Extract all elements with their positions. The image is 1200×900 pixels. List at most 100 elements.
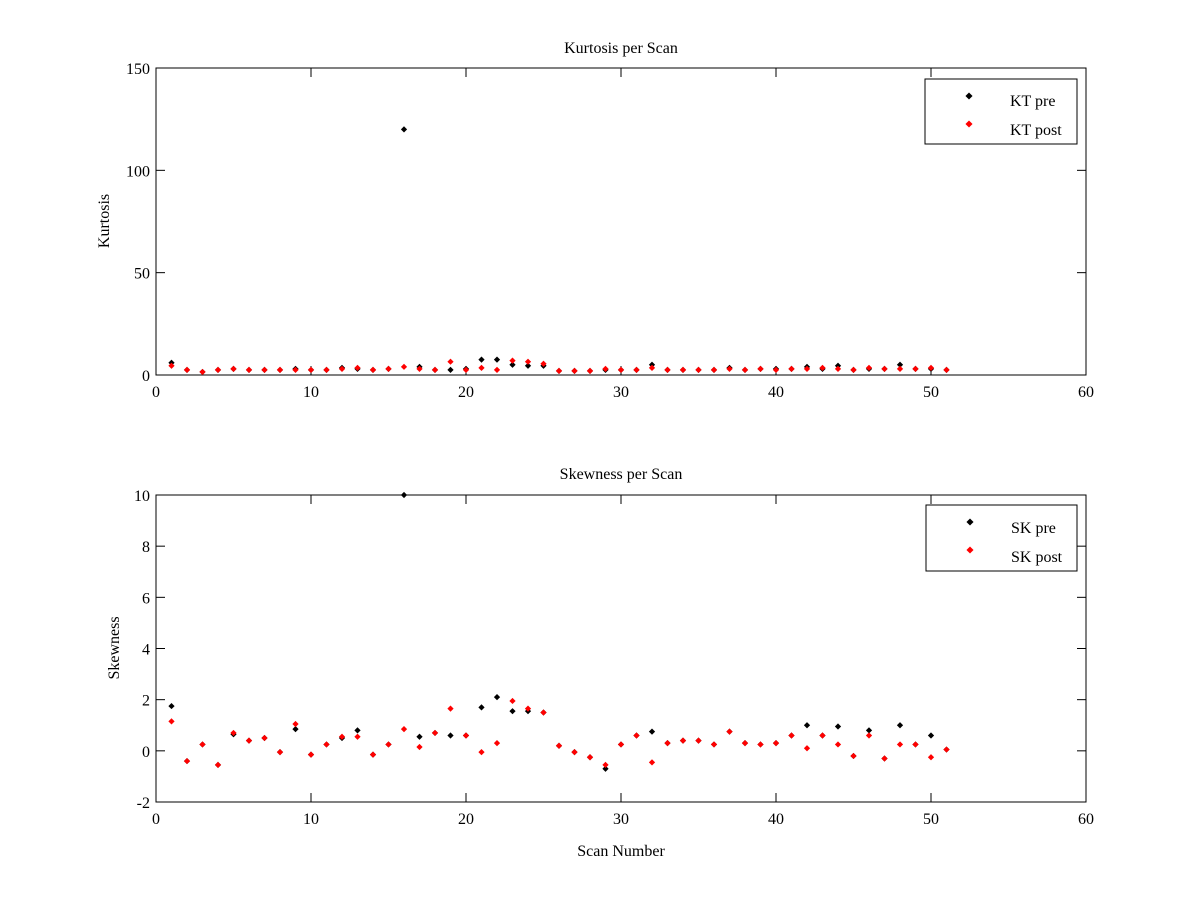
kurtosis-x-tick-label: 60 [1078, 384, 1094, 401]
kurtosis-point-post [385, 365, 392, 372]
kurtosis-plot: Kurtosis per Scan Kurtosis 0 10 20 30 40 50 60… [96, 40, 1094, 401]
kurtosis-x-tick-label: 20 [458, 384, 474, 401]
skewness-point-post [245, 737, 253, 744]
skewness-point-post [881, 755, 888, 762]
kurtosis-title: Kurtosis per Scan [564, 40, 678, 57]
kurtosis-point-post [261, 366, 268, 373]
kurtosis-legend-marker-post [965, 120, 973, 128]
skewness-y-tick-label: 2 [142, 693, 150, 710]
skewness-point-post [896, 741, 904, 748]
skewness-x-tick-label: 0 [152, 811, 160, 828]
skewness-point-post [648, 759, 656, 766]
skewness-legend-marker-post [966, 546, 974, 554]
kurtosis-x-tick-label: 10 [303, 384, 319, 401]
skewness-point-post [261, 734, 268, 742]
skewness-point-post [447, 705, 454, 712]
skewness-y-tick-label: 0 [142, 744, 150, 761]
kurtosis-point-post [292, 366, 299, 373]
skewness-point-post [323, 741, 330, 748]
skewness-y-tick-label: 10 [134, 488, 150, 505]
kurtosis-point-post [912, 365, 919, 372]
kurtosis-point-post [493, 366, 501, 373]
kurtosis-point-post [896, 365, 904, 372]
kurtosis-point-pre [896, 361, 904, 368]
skewness-point-post [803, 745, 811, 752]
kurtosis-point-post [338, 365, 346, 372]
skewness-legend-marker-pre [966, 518, 974, 526]
skewness-point-pre [602, 765, 609, 772]
kurtosis-y-tick-label: 50 [134, 266, 150, 283]
kurtosis-point-post [462, 366, 470, 373]
kurtosis-x-tick-label: 0 [152, 384, 160, 401]
skewness-point-pre [865, 727, 873, 734]
skewness-point-post [540, 709, 547, 716]
kurtosis-x-tick-label: 30 [613, 384, 629, 401]
kurtosis-point-pre [509, 361, 516, 368]
kurtosis-legend-label-pre: KT pre [1010, 93, 1055, 110]
skewness-point-post [493, 740, 501, 747]
skewness-point-post [555, 742, 563, 749]
skewness-y-label: Skewness [106, 616, 123, 679]
kurtosis-point-post [726, 365, 733, 372]
skewness-point-pre [927, 732, 935, 739]
skewness-point-post [478, 749, 485, 756]
kurtosis-x-tick-label: 40 [768, 384, 784, 401]
skewness-point-post [462, 732, 470, 739]
skewness-point-post [943, 746, 950, 753]
kurtosis-point-post [369, 366, 377, 373]
skewness-x-tick-label: 10 [303, 811, 319, 828]
kurtosis-point-post [354, 364, 361, 371]
kurtosis-point-post [788, 365, 795, 372]
kurtosis-y-label: Kurtosis [96, 194, 113, 248]
kurtosis-point-pre [447, 366, 454, 373]
skewness-point-post [524, 705, 532, 712]
kurtosis-legend-box [924, 78, 1078, 145]
skewness-point-pre [896, 722, 904, 729]
skewness-point-post [431, 729, 439, 737]
kurtosis-point-pre [478, 356, 485, 363]
skewness-point-post [726, 728, 733, 735]
skewness-x-tick-label: 40 [768, 811, 784, 828]
skewness-y-tick-label: 8 [142, 539, 150, 556]
skewness-point-pre [648, 728, 656, 735]
kurtosis-point-post [323, 366, 330, 373]
skewness-point-post [369, 751, 377, 758]
kurtosis-point-post [757, 365, 764, 372]
skewness-point-post [695, 737, 702, 744]
kurtosis-point-pre [493, 356, 501, 363]
skewness-point-pre [478, 704, 485, 711]
kurtosis-point-post [524, 358, 532, 365]
skewness-y-tick-label: -2 [137, 795, 150, 812]
kurtosis-point-post [431, 366, 439, 373]
kurtosis-y-tick-label: 150 [126, 61, 150, 78]
skewness-point-post [834, 741, 842, 748]
kurtosis-point-post [400, 363, 408, 370]
skewness-point-post [912, 741, 919, 748]
kurtosis-legend: KT pre KT post [924, 78, 1078, 145]
skewness-point-post [741, 740, 749, 747]
skewness-point-post [679, 737, 687, 744]
kurtosis-point-post [881, 365, 888, 372]
skewness-point-post [819, 732, 826, 739]
kurtosis-point-post [447, 358, 454, 365]
kurtosis-legend-marker-pre [965, 92, 973, 100]
skewness-point-post [571, 749, 578, 756]
kurtosis-y-tick-label: 100 [126, 163, 150, 180]
skewness-y-tick-label: 6 [142, 590, 150, 607]
skewness-legend-label-post: SK post [1011, 549, 1063, 566]
skewness-point-post [354, 733, 361, 740]
skewness-point-post [385, 741, 392, 748]
skewness-y-tick-label: 4 [142, 642, 150, 659]
kurtosis-point-post [276, 366, 284, 373]
skewness-point-post [168, 718, 175, 725]
skewness-title: Skewness per Scan [560, 466, 683, 483]
skewness-point-pre [493, 693, 501, 701]
skewness-point-pre [834, 723, 842, 730]
skewness-point-post [338, 733, 346, 740]
kurtosis-ticks: 0 10 20 30 40 50 60 0 50 100 150 [126, 61, 1094, 401]
kurtosis-point-post [803, 365, 811, 372]
skewness-point-post [633, 732, 640, 739]
skewness-point-post [850, 752, 857, 760]
